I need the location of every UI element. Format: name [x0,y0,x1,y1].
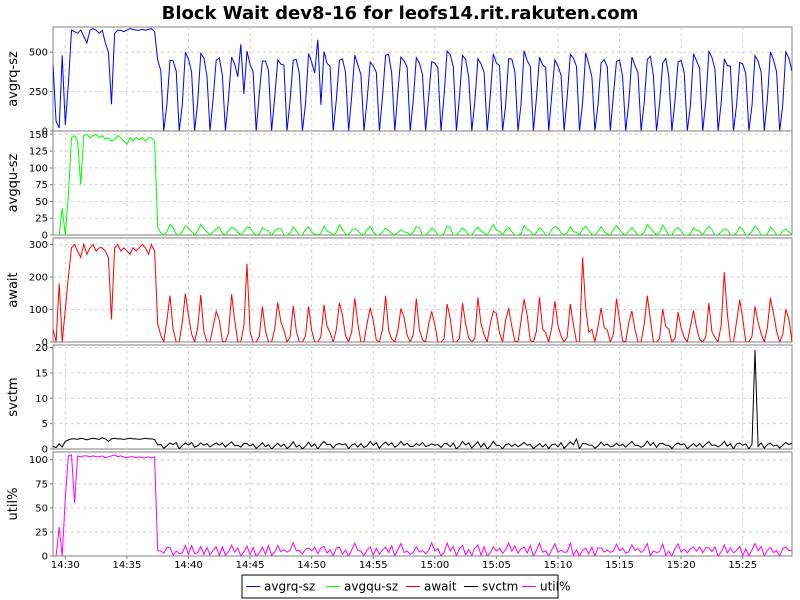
x-tick-label: 14:50 [297,560,326,571]
legend-item-utilpct: util% [522,580,570,594]
legend-label: util% [540,580,570,594]
x-axis: 14:30 14:35 14:40 14:45 14:50 14:55 15:00 15:05… [51,556,757,571]
x-tick-label: 14:35 [112,560,141,571]
panel-svctm: 0 5 10 15 20 svctm [6,343,793,456]
legend-item-await: await [406,580,457,594]
x-tick-label: 15:10 [544,560,573,571]
panel-await: 0 100 200 300 await [6,237,793,349]
y-tick-label: 50 [35,197,48,208]
y-tick-label: 200 [29,273,48,284]
x-tick-label: 15:20 [667,560,696,571]
x-tick-label: 14:45 [236,560,265,571]
y-tick-label: 100 [29,455,48,466]
y-tick-label: 75 [35,479,48,490]
x-tick-label: 15:15 [605,560,634,571]
y-tick-label: 25 [35,214,48,225]
y-tick-label: 100 [29,305,48,316]
panel-avgqu-sz: 0 25 50 75 100 125 150 avgqu-sz [6,130,793,242]
series-line-avgrq-sz [53,28,792,131]
chart-panels: 0250500avgrq-sz0255075100125150avgqu-sz0… [6,26,793,563]
x-tick-label: 15:25 [728,560,757,571]
y-tick-label: 0 [42,338,48,349]
x-tick-label: 14:30 [51,560,80,571]
x-tick-label: 14:55 [359,560,388,571]
y-tick-label: 5 [42,419,48,430]
plot-area [52,237,793,343]
legend-label: avgqu-sz [344,580,398,594]
legend-box [241,574,559,599]
y-tick-label: 500 [29,48,48,59]
series-line-utilpct [53,454,792,556]
legend-label: avgrq-sz [264,580,315,594]
series-line-avgqu-sz [53,133,792,235]
legend-item-avgrq-sz: avgrq-sz [246,580,315,594]
x-tick-label: 15:05 [482,560,511,571]
legend-item-svctm: svctm [464,580,518,594]
y-tick-label: 300 [29,240,48,251]
y-tick-label: 0 [42,231,48,242]
y-tick-label: 250 [29,87,48,98]
plot-area [52,130,793,236]
y-tick-label: 10 [35,394,48,405]
panel-avgrq-sz: 0 250 500 avgrq-sz [6,26,793,138]
y-axis-label: avgqu-sz [6,153,21,212]
series-line-svctm [53,350,792,449]
chart-title: Block Wait dev8-16 for leofs14.rit.rakut… [162,3,639,24]
plot-area [52,451,793,557]
legend-label: svctm [482,580,518,594]
y-tick-label: 125 [29,147,48,158]
y-tick-label: 150 [29,130,48,141]
plot-area [52,344,793,450]
series-line-await [53,242,792,342]
y-tick-label: 50 [35,503,48,514]
y-tick-label: 15 [35,368,48,379]
panel-utilpct: 0 25 50 75 100 util% [6,451,793,563]
y-tick-label: 25 [35,527,48,538]
y-tick-label: 0 [42,552,48,563]
x-tick-label: 14:40 [174,560,203,571]
y-tick-label: 0 [42,445,48,456]
chart-legend: avgrq-sz avgqu-sz await svctm util% [241,574,570,599]
legend-label: await [424,580,457,594]
y-tick-label: 0 [42,127,48,138]
y-tick-label: 75 [35,180,48,191]
x-tick-label: 15:00 [420,560,449,571]
y-axis-label: await [6,272,21,307]
y-tick-label: 100 [29,163,48,174]
y-tick-label: 20 [35,343,48,354]
y-axis-label: svctm [6,377,21,416]
legend-item-avgqu-sz: avgqu-sz [326,580,398,594]
y-axis-label: util% [6,488,21,521]
y-axis-label: avgrq-sz [6,51,21,107]
